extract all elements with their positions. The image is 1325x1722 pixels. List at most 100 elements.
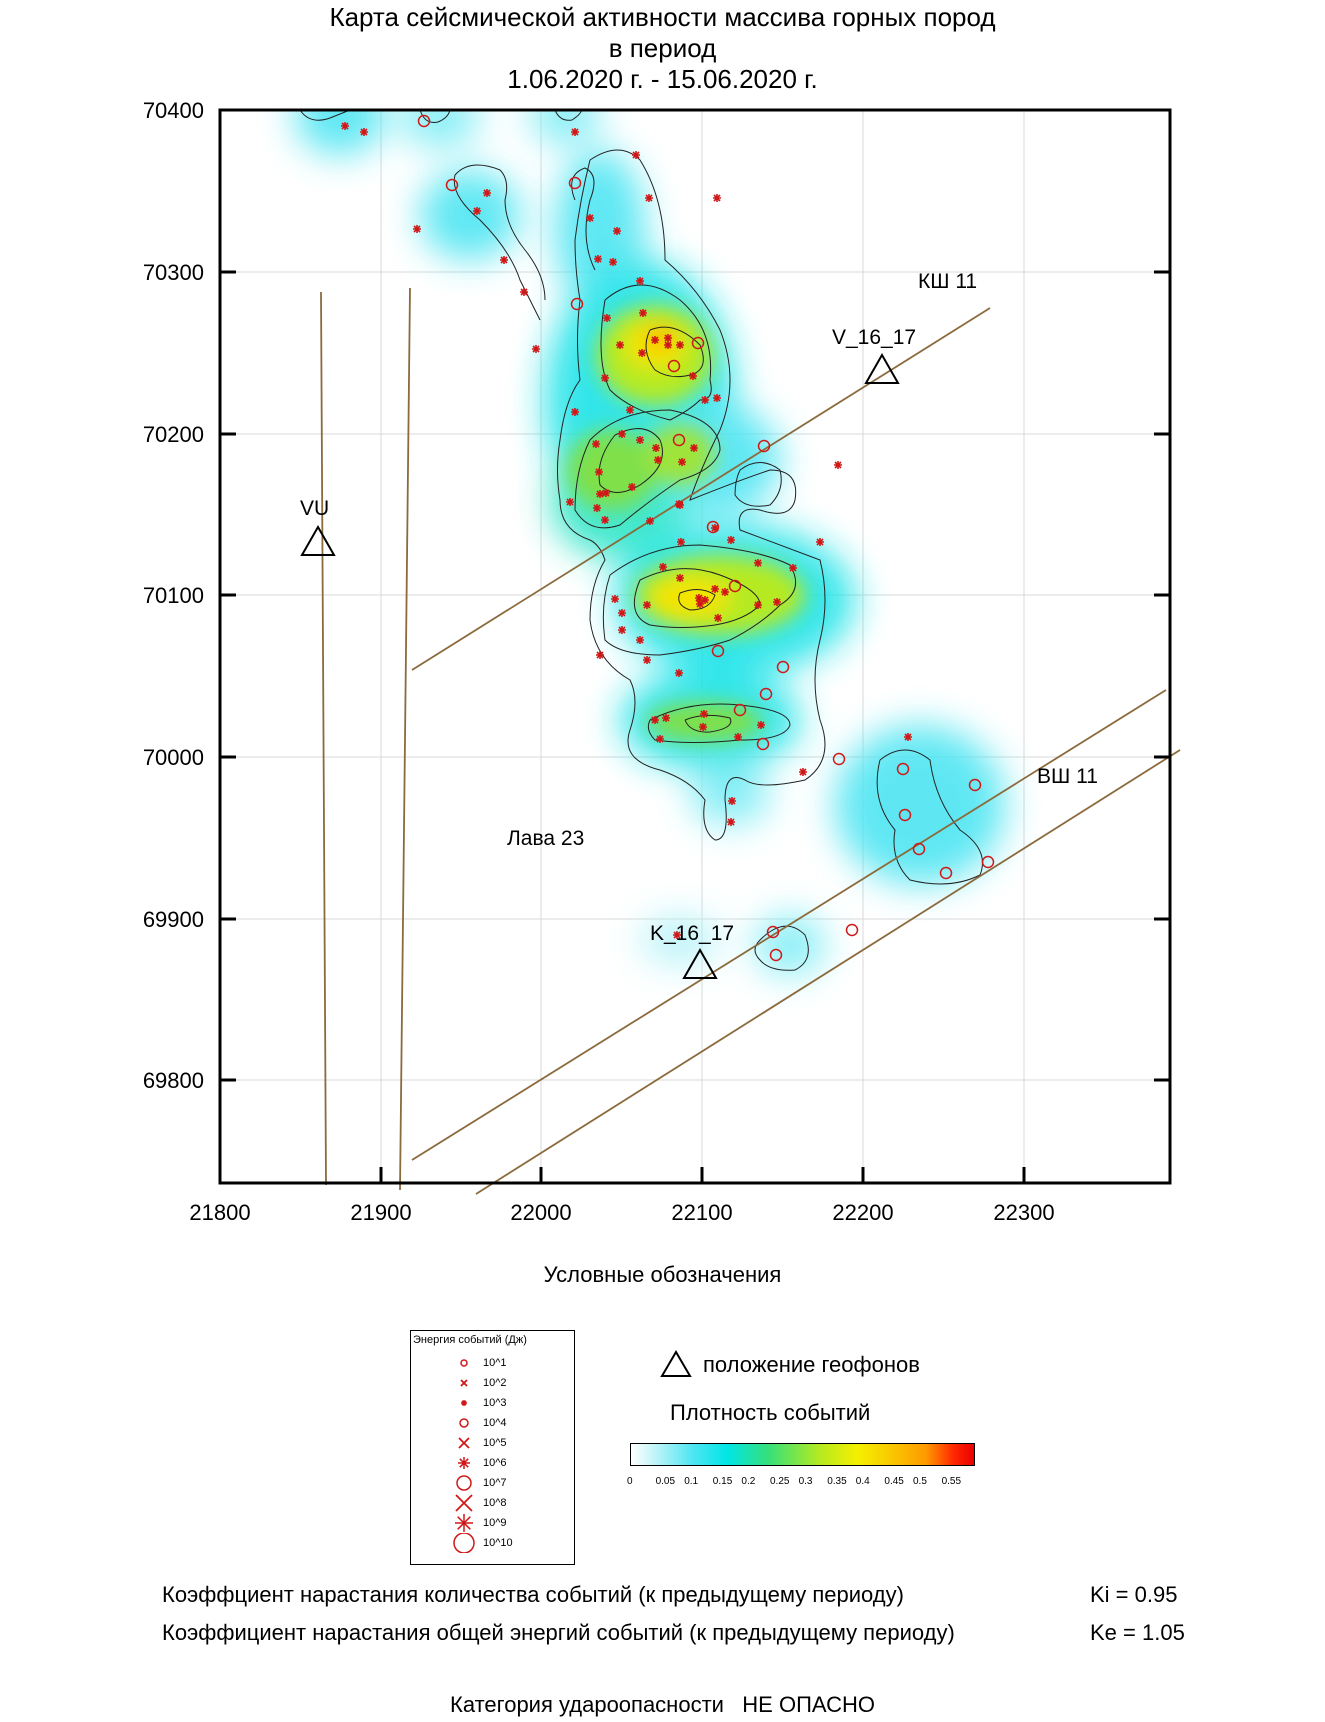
colorbar-tick-label: 0.5 (913, 1476, 927, 1487)
colorbar-tick-label: 0.4 (855, 1476, 870, 1487)
energy-legend-item: 10^9 (451, 1513, 507, 1533)
event-marker (651, 336, 659, 344)
event-marker (483, 189, 491, 197)
ke-value: Ke = 1.05 (1090, 1620, 1185, 1645)
axis-ticks (220, 108, 1170, 1183)
event-marker (673, 931, 681, 939)
event-marker (689, 372, 697, 380)
event-marker (602, 489, 610, 497)
y-tick-label: 70400 (143, 98, 204, 123)
event-marker (636, 436, 644, 444)
hazard-category-value: НЕ ОПАСНО (742, 1692, 875, 1717)
event-marker (638, 349, 646, 357)
event-marker (754, 601, 762, 609)
x-tick-label: 21800 (189, 1200, 250, 1225)
energy-legend-item: 10^1 (451, 1353, 507, 1373)
event-marker (690, 444, 698, 452)
event-marker (711, 644, 725, 658)
lava23-label: Лава 23 (507, 827, 584, 850)
map-title-line3: 1.06.2020 г. - 15.06.2020 г. (507, 64, 818, 94)
geophone-k16-icon (682, 947, 718, 979)
event-marker (571, 128, 579, 136)
event-marker (601, 374, 609, 382)
event-marker (776, 660, 790, 674)
colorbar-tick-label: 0.45 (884, 1476, 904, 1487)
event-marker (759, 687, 773, 701)
event-marker (696, 600, 704, 608)
y-tick-label: 69800 (143, 1068, 204, 1093)
energy-marker-icon (456, 1475, 472, 1491)
event-marker (834, 461, 842, 469)
energy-legend-label: 10^10 (483, 1537, 513, 1549)
colorbar-tick-label: 0.15 (712, 1476, 733, 1487)
event-marker (570, 297, 584, 311)
event-marker (596, 651, 604, 659)
geophone-v16-icon (864, 352, 900, 384)
x-tick-label: 21900 (350, 1200, 411, 1225)
energy-legend-label: 10^4 (483, 1417, 507, 1429)
energy-legend-label: 10^5 (483, 1437, 507, 1449)
event-marker (676, 501, 684, 509)
event-marker (571, 408, 579, 416)
energy-legend: Энергия событий (Дж) 10^1 10^2 10^3 10^4 10^… (410, 1330, 575, 1565)
density-heatmap (295, 110, 1005, 975)
map-title-line2: в период (608, 33, 717, 63)
event-marker (706, 520, 720, 534)
energy-marker-icon (459, 1418, 469, 1428)
event-marker (816, 538, 824, 546)
event-marker (676, 341, 684, 349)
event-marker (662, 714, 670, 722)
event-marker (636, 636, 644, 644)
event-marker (636, 277, 644, 285)
event-marker (678, 458, 686, 466)
event-marker (734, 733, 742, 741)
mine-workings (320, 287, 1181, 1195)
v16-geophone-label: V_16_17 (832, 326, 916, 349)
event-marker (664, 341, 672, 349)
y-tick-label: 69900 (143, 907, 204, 932)
event-marker (520, 288, 528, 296)
energy-marker-icon (460, 1359, 468, 1367)
event-marker (413, 225, 421, 233)
event-marker (757, 439, 771, 453)
x-tick-label: 22300 (993, 1200, 1054, 1225)
y-tick-label: 70300 (143, 260, 204, 285)
energy-legend-item: 10^8 (451, 1493, 507, 1513)
geophone-legend-icon (660, 1350, 692, 1377)
event-marker (733, 703, 747, 717)
colorbar-tick-label: 0.25 (770, 1476, 790, 1487)
event-marker (500, 256, 508, 264)
event-marker (632, 151, 640, 159)
energy-legend-label: 10^1 (483, 1357, 507, 1369)
event-marker (417, 114, 431, 128)
energy-legend-item: 10^5 (451, 1433, 507, 1453)
ki-value: Ki = 0.95 (1090, 1582, 1178, 1607)
energy-legend-item: 10^6 (451, 1453, 507, 1473)
event-marker (789, 564, 797, 572)
seismic-events (341, 114, 995, 962)
event-marker (618, 626, 626, 634)
vsh11-label: ВШ 11 (1037, 765, 1098, 788)
energy-legend-label: 10^9 (483, 1517, 507, 1529)
vu-geophone-label: VU (300, 497, 329, 520)
event-marker (341, 122, 349, 130)
event-marker (695, 594, 703, 602)
x-tick-label: 22000 (510, 1200, 571, 1225)
event-marker (651, 716, 659, 724)
energy-marker-icon (458, 1457, 470, 1469)
y-tick-label: 70000 (143, 745, 204, 770)
event-marker (713, 194, 721, 202)
event-marker (754, 559, 762, 567)
event-marker (912, 842, 926, 856)
event-marker (711, 585, 719, 593)
hazard-category: Категория удароопасности НЕ ОПАСНО (0, 1692, 1325, 1718)
energy-legend-label: 10^6 (483, 1457, 507, 1469)
density-colorbar (630, 1443, 975, 1466)
event-marker (643, 601, 651, 609)
colorbar-tick-label: 0.35 (827, 1476, 847, 1487)
event-marker (613, 227, 621, 235)
event-marker (566, 498, 574, 506)
event-marker (769, 948, 783, 962)
event-marker (667, 359, 681, 373)
event-marker (939, 866, 953, 880)
